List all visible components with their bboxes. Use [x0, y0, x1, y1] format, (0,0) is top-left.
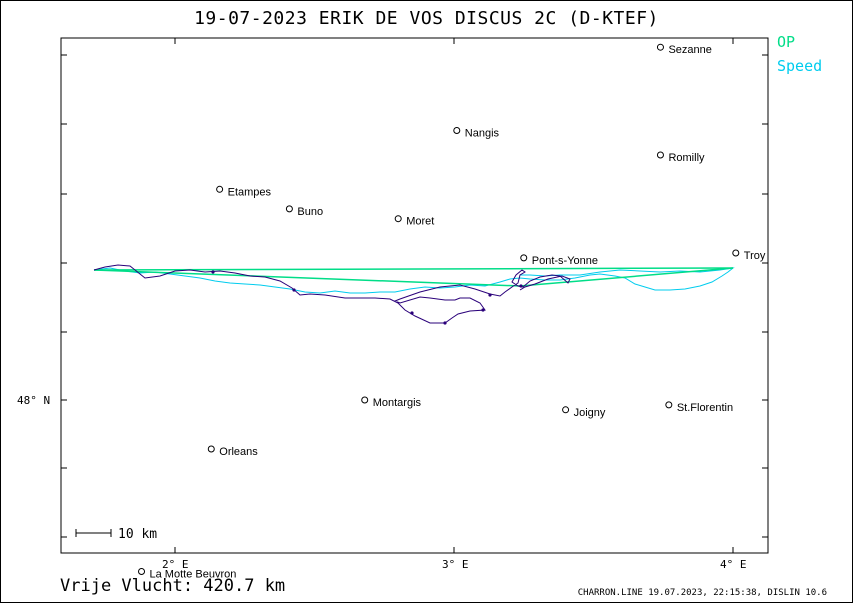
- town-coulommiers: Coulommiers: [465, 0, 530, 2]
- footer-info: CHARRON.LINE 19.07.2023, 22:15:38, DISLI…: [577, 588, 827, 598]
- scale-bar: 10 km: [75, 527, 157, 542]
- town-moret: Moret: [394, 215, 434, 228]
- town-marker-icon: [562, 406, 570, 414]
- town-marker-icon: [656, 151, 664, 159]
- distance-summary: Vrije Vlucht: 420.7 km: [60, 576, 286, 596]
- town-etampes: Etampes: [216, 185, 272, 198]
- axis-ticks: [61, 38, 768, 553]
- town-marker-icon: [520, 254, 528, 262]
- flight-track: [93, 264, 571, 324]
- town-pont-s-yonne: Pont-s-Yonne: [520, 254, 598, 267]
- town-marker-icon: [656, 43, 664, 51]
- town-st-florentin: St.Florentin: [665, 401, 733, 414]
- town-label: Nangis: [465, 128, 500, 140]
- town-marker-icon: [394, 215, 402, 223]
- plot-border: [60, 37, 769, 554]
- town-buno: Buno: [285, 205, 323, 218]
- town-marker-icon: [665, 401, 673, 409]
- town-marker-icon: [138, 568, 146, 575]
- track-markers: [211, 270, 523, 325]
- town-joigny: Joigny: [562, 406, 606, 419]
- town-label: Montargis: [373, 397, 422, 409]
- legend-op: OP: [777, 33, 796, 51]
- legend-speed: Speed: [777, 57, 823, 75]
- town-label: La Motte Beuvron: [150, 569, 237, 581]
- town-label: Coulommiers: [465, 0, 530, 2]
- town-la-motte-beuvron: La Motte Beuvron: [138, 568, 237, 581]
- town-sezanne: Sezanne: [656, 43, 712, 56]
- town-label: Pont-s-Yonne: [532, 255, 598, 267]
- town-romilly: Romilly: [656, 151, 705, 164]
- town-troy: Troy: [732, 249, 766, 262]
- flight-title: 19-07-2023 ERIK DE VOS DISCUS 2C (D-KTEF…: [194, 8, 659, 29]
- town-marker-icon: [361, 396, 369, 404]
- town-label: Joigny: [574, 407, 606, 419]
- lat-label-48n: 48° N: [17, 394, 50, 407]
- town-markers: Coulommiers Sezanne Nangis Romilly Etampes Bu…: [138, 0, 766, 581]
- town-label: St.Florentin: [677, 402, 733, 414]
- town-marker-icon: [732, 249, 740, 257]
- town-marker-icon: [285, 205, 293, 213]
- town-label: Etampes: [228, 186, 272, 198]
- town-label: Sezanne: [668, 44, 711, 56]
- town-nangis: Nangis: [453, 127, 500, 140]
- town-orleans: Orleans: [207, 445, 258, 458]
- town-montargis: Montargis: [361, 396, 422, 409]
- town-marker-icon: [216, 185, 224, 193]
- speed-track: [93, 267, 735, 294]
- lon-label-3e: 3° E: [442, 558, 469, 571]
- lon-label-2e: 2° E: [162, 558, 189, 571]
- town-label: Orleans: [219, 446, 258, 458]
- town-label: Romilly: [668, 152, 705, 164]
- town-marker-icon: [207, 445, 215, 453]
- town-label: Troy: [744, 250, 766, 262]
- town-marker-icon: [453, 127, 461, 134]
- lon-label-4e: 4° E: [720, 558, 747, 571]
- town-label: Buno: [297, 206, 323, 218]
- town-label: Moret: [406, 216, 434, 228]
- op-lines: [93, 267, 734, 287]
- scale-label: 10 km: [118, 527, 157, 542]
